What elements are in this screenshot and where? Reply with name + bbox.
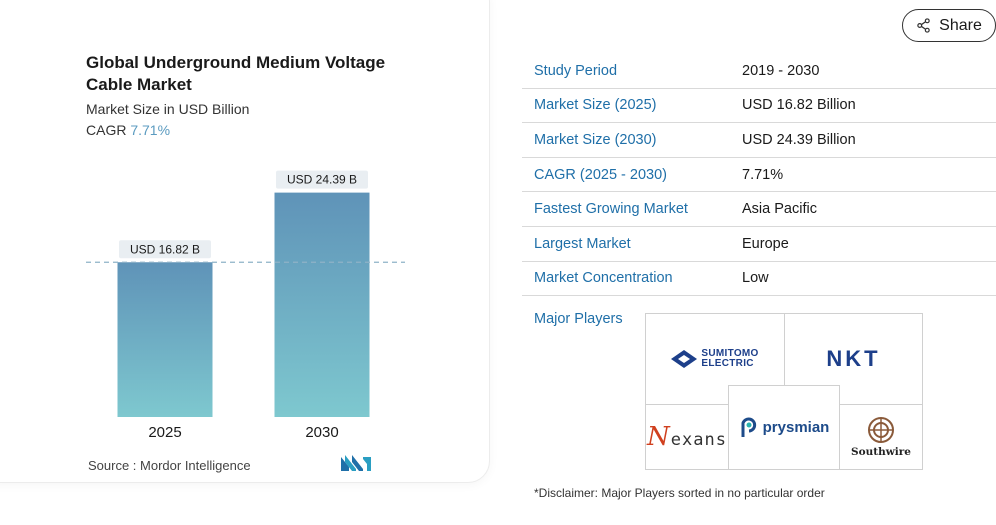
row-key: Market Size (2025) bbox=[534, 97, 657, 114]
row-key: Study Period bbox=[534, 62, 618, 79]
row-value: 7.71% bbox=[742, 166, 784, 183]
bar-chart: USD 16.82 B 2025 USD 24.39 B 2030 bbox=[86, 170, 405, 441]
table-row: Study Period 2019 - 2030 bbox=[522, 54, 996, 89]
chart-card bbox=[0, 0, 490, 483]
cagr-value: 7.71% bbox=[130, 122, 171, 138]
mordor-intelligence-logo bbox=[341, 455, 371, 471]
southwire-emblem-icon bbox=[868, 417, 894, 443]
row-key: Fastest Growing Market bbox=[534, 201, 688, 218]
southwire-text: Southwire bbox=[851, 446, 911, 458]
data-label: USD 24.39 B bbox=[287, 173, 357, 187]
row-value: Asia Pacific bbox=[742, 201, 817, 218]
nkt-text: NKT bbox=[826, 346, 881, 371]
market-summary-table: Study Period 2019 - 2030 Market Size (20… bbox=[522, 54, 996, 297]
nexans-n: N bbox=[647, 422, 671, 452]
cagr-label: CAGR bbox=[86, 122, 127, 138]
sumitomo-mark-icon bbox=[671, 350, 698, 368]
share-icon bbox=[917, 18, 930, 33]
data-label: USD 16.82 B bbox=[130, 242, 200, 256]
data-label-bg bbox=[276, 170, 368, 189]
row-key: Largest Market bbox=[534, 235, 631, 252]
table-row: Market Size (2030) USD 24.39 Billion bbox=[522, 123, 996, 158]
nexans-rest: exans bbox=[670, 430, 727, 450]
major-players-label: Major Players bbox=[534, 311, 623, 327]
table-row: CAGR (2025 - 2030) 7.71% bbox=[522, 158, 996, 193]
share-button[interactable]: Share bbox=[902, 9, 996, 42]
row-value: USD 16.82 Billion bbox=[742, 97, 856, 114]
prysmian-logo[interactable]: prysmian bbox=[728, 385, 840, 470]
sumitomo-text-2: ELECTRIC bbox=[701, 358, 754, 369]
row-key: Market Size (2030) bbox=[534, 131, 657, 148]
prysmian-mark-icon bbox=[741, 417, 756, 437]
row-value: Europe bbox=[742, 235, 789, 252]
disclaimer: *Disclaimer: Major Players sorted in no … bbox=[534, 486, 825, 500]
table-row: Largest Market Europe bbox=[522, 227, 996, 262]
chart-cagr: CAGR 7.71% bbox=[86, 122, 170, 138]
row-key: CAGR (2025 - 2030) bbox=[534, 166, 667, 183]
x-tick-label: 2030 bbox=[305, 424, 338, 441]
prysmian-text: prysmian bbox=[762, 419, 830, 436]
table-row: Market Size (2025) USD 16.82 Billion bbox=[522, 89, 996, 124]
major-players-logos: SUMITOMO ELECTRIC NKT Nexans Southwire p… bbox=[645, 313, 923, 470]
nexans-logo[interactable]: Nexans bbox=[645, 404, 729, 470]
source-note: Source : Mordor Intelligence bbox=[88, 458, 251, 473]
row-value: USD 24.39 Billion bbox=[742, 131, 856, 148]
share-label: Share bbox=[939, 16, 982, 34]
chart-subtitle: Market Size in USD Billion bbox=[86, 101, 250, 117]
sumitomo-text-1: SUMITOMO bbox=[701, 348, 759, 359]
row-value: Low bbox=[742, 270, 769, 287]
row-value: 2019 - 2030 bbox=[742, 62, 820, 79]
bar-2025 bbox=[117, 262, 213, 417]
nexans-wordmark: Nexans bbox=[647, 422, 727, 452]
data-label-bg bbox=[119, 240, 211, 259]
table-row: Market Concentration Low bbox=[522, 262, 996, 297]
chart-title: Global Underground Medium Voltage Cable … bbox=[86, 53, 386, 94]
southwire-logo[interactable]: Southwire bbox=[839, 404, 923, 470]
table-row: Fastest Growing Market Asia Pacific bbox=[522, 192, 996, 227]
x-tick-label: 2025 bbox=[148, 424, 181, 441]
bar-2030 bbox=[274, 192, 370, 417]
row-key: Market Concentration bbox=[534, 270, 673, 287]
